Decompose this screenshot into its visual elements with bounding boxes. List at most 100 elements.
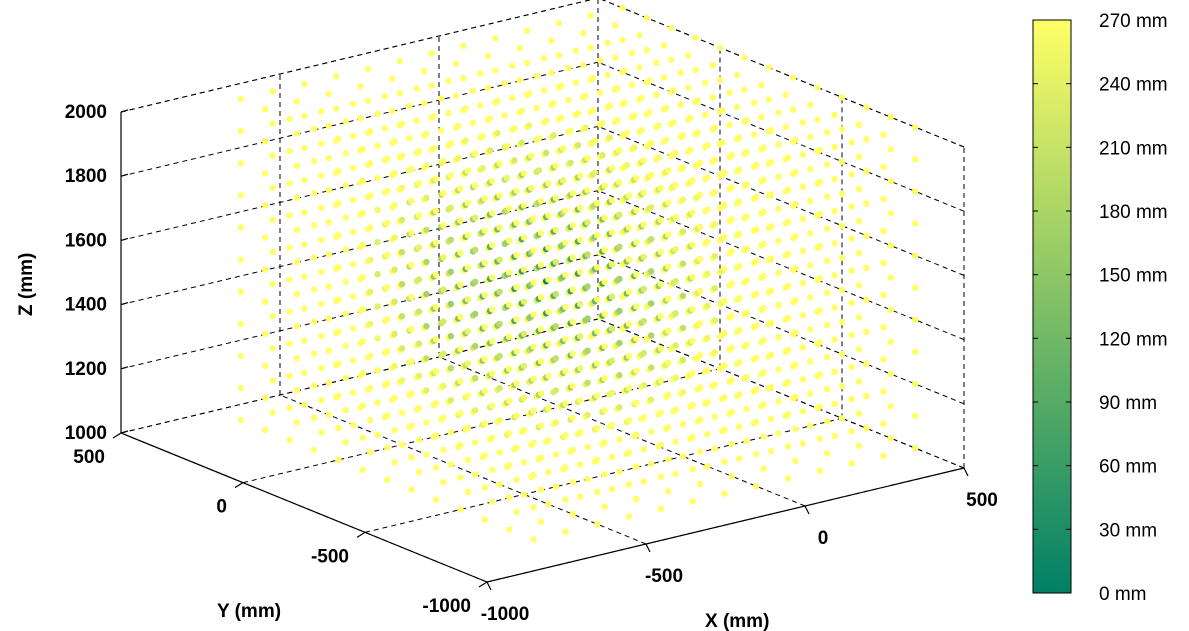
data-point [704,142,711,149]
data-point [489,434,496,441]
data-point [408,422,415,429]
data-point [350,132,357,140]
data-point [537,229,545,237]
data-point [767,223,775,230]
data-point [350,196,357,204]
data-point [782,123,789,131]
data-point [506,462,513,469]
data-point [838,286,846,294]
data-point [428,82,435,89]
data-point [359,274,366,281]
data-point [293,355,301,362]
data-point [594,488,601,496]
data-point [775,237,782,245]
data-point [577,429,584,436]
data-point [799,119,806,126]
data-point [594,456,601,464]
data-point [293,226,301,234]
data-point [633,431,640,438]
data-point [286,404,293,412]
data-point [518,107,525,115]
data-point [784,411,792,418]
data-point [677,101,684,109]
data-point [614,116,621,124]
data-point [342,407,349,414]
data-point [537,293,545,301]
data-point [335,360,342,367]
y-tick-mark [234,482,244,489]
data-point [472,375,479,382]
data-point [310,189,318,197]
data-point [535,135,542,142]
data-point [887,114,894,121]
data-point [880,292,887,299]
data-point [506,429,513,437]
x-tick-label: -500 [645,566,683,587]
data-point [577,333,584,340]
colorbar-tick-label: 120 mm [1099,329,1168,350]
data-point [640,349,647,357]
data-point [912,252,919,259]
data-point [237,224,244,231]
data-point [580,29,587,37]
data-point [753,226,760,233]
data-point [513,219,520,227]
data-point [555,19,562,27]
data-point [640,189,647,196]
data-point [367,224,374,231]
data-point [679,292,687,299]
data-point [816,178,823,186]
data-point [391,330,398,337]
data-point [569,478,576,486]
data-point [359,466,366,473]
data-point [912,412,919,420]
data-point [775,269,782,277]
data-point [855,250,863,257]
data-point [310,157,318,165]
data-point [807,390,814,397]
data-point [413,117,420,124]
data-point [831,304,838,311]
data-point [672,213,679,221]
data-point [318,332,325,340]
data-point [619,36,626,44]
data-point [584,347,591,354]
data-point [848,395,855,403]
data-point [736,198,743,206]
data-point [716,76,724,84]
data-point [350,325,357,332]
data-point [689,273,696,280]
data-point [848,267,855,274]
data-point [367,352,374,360]
data-point [767,255,775,262]
data-point [814,84,821,91]
data-point [584,315,591,322]
z-tick-mark [120,237,129,241]
data-point [389,75,396,82]
data-point [601,182,608,189]
data-point [880,195,887,203]
data-point [569,350,576,357]
data-point [775,109,782,116]
data-point [481,323,488,331]
data-point [423,387,430,394]
data-point [784,475,792,482]
data-point [807,326,814,333]
data-point [584,219,591,226]
data-point [753,290,760,297]
data-point [384,283,391,291]
data-point [408,293,415,301]
data-point [286,436,293,444]
data-point [350,293,357,300]
z-tick-label: 1000 [65,423,107,444]
data-point [398,377,406,384]
data-point [912,123,919,131]
data-point [887,338,894,346]
x-tick-mark [486,581,492,591]
data-point [696,159,704,166]
data-point [601,471,608,478]
data-point [611,54,619,61]
data-point [807,358,814,365]
data-point [335,167,342,175]
